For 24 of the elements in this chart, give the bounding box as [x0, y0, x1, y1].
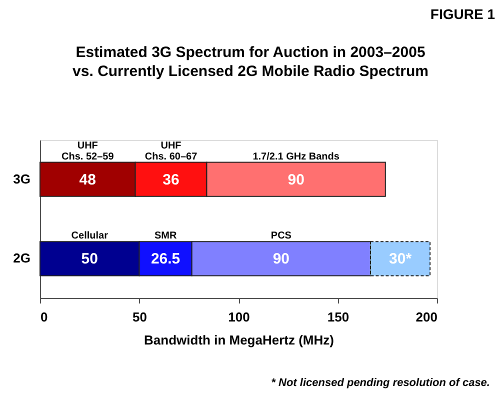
- annotation: SMR: [154, 230, 178, 242]
- data-label: 90: [288, 171, 304, 188]
- x-tick-label: 200: [416, 310, 438, 324]
- annotation: Cellular: [71, 230, 108, 242]
- caption: FIGURE 1: [430, 6, 496, 22]
- data-label: 48: [79, 171, 96, 188]
- data-label: 50: [81, 250, 98, 268]
- data-label: 36: [162, 171, 180, 188]
- x-tick-label: 50: [132, 310, 147, 324]
- x-tick-label: 0: [40, 310, 48, 324]
- chart-title: Estimated 3G Spectrum for Auction in 2003–2005 vs. Currently Licensed 2G Mobile Radio Spectrum: [72, 44, 428, 80]
- text: * Not licensed pending resolution of case.: [271, 377, 490, 389]
- annotation: PCS: [270, 230, 292, 242]
- x-tick-label: 150: [327, 310, 350, 324]
- x-tick-label: 100: [228, 310, 250, 324]
- annotation: UHF Chs. 52–59: [62, 140, 114, 162]
- annotation: 1.7/2.1 GHz Bands: [252, 151, 340, 162]
- y-tick-label: 2G: [13, 250, 30, 266]
- annotation: UHF Chs. 60–67: [144, 140, 198, 162]
- x-axis-title: Bandwidth in MegaHertz (MHz): [144, 332, 334, 348]
- data-label: 30*: [389, 250, 412, 268]
- data-label: 90: [272, 250, 290, 268]
- data-label: 26.5: [150, 250, 180, 268]
- y-tick-label: 3G: [13, 171, 30, 186]
